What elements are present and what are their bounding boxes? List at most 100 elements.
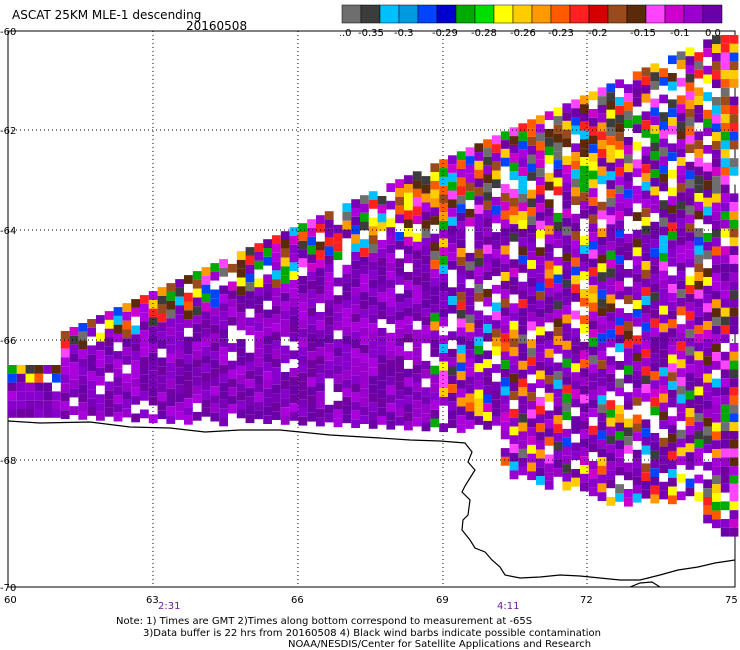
colorbar-labels: -1.0-0.35-0.3-0.29-0.28-0.26-0.23-0.2-0.… [340,28,721,38]
swath-cell [606,189,616,198]
swath-cell [184,363,193,372]
chart-date: 20160508 [186,19,248,33]
swath-cell [439,220,448,230]
grid-lines [8,31,735,587]
swath-cell [668,337,677,346]
swath-cell [421,184,431,194]
swath-cell [518,422,528,432]
swath-cell [668,293,677,302]
swath-cell [430,251,440,261]
swath-cell [729,61,739,71]
swath-cell [500,456,510,466]
swath-cell [87,354,96,363]
swath-cell [280,380,290,390]
swath-cell [580,438,589,448]
swath-cell [659,446,668,456]
swath-cell [676,377,686,386]
swath-cell [360,195,369,204]
swath-cell [192,385,202,395]
swath-cell [720,439,730,449]
swath-cell [641,481,651,490]
swath-cell [553,397,563,407]
swath-cell [518,246,528,256]
swath-cell [536,423,545,433]
swath-cell [360,327,369,336]
swath-cell [456,221,466,231]
swath-cell [87,319,96,328]
swath-cell [148,308,158,318]
swath-cell [676,385,686,395]
swath-cell [377,292,387,302]
swath-cell [166,362,176,372]
swath-cell [439,256,448,265]
swath-cell [729,299,739,308]
swath-cell [201,381,211,391]
swath-cell [720,158,730,167]
colorbar-swatch [588,4,609,24]
swath-cell [624,462,633,472]
swath-cell [377,398,387,408]
swath-cell [148,387,158,397]
swath-cell [254,313,264,323]
swath-cell [474,248,484,258]
swath-cell [509,461,519,471]
swath-cell [430,304,440,313]
swath-cell [140,303,149,313]
swath-cell [518,228,528,238]
swath-cell [324,211,334,220]
swath-cell [342,291,352,300]
swath-cell [588,161,598,171]
swath-cell [624,189,633,199]
swath-cell [527,251,536,261]
swath-cell [571,389,580,399]
swath-cell [571,275,580,285]
swath-cell [615,325,624,335]
swath-cell [500,377,510,387]
swath-cell [544,278,554,288]
swath-cell [518,378,528,388]
swath-cell [571,460,580,469]
swath-cell [298,408,308,417]
swath-cell [571,407,580,417]
swath-cell [685,285,695,294]
swath-cell [307,219,316,228]
swath-cell [316,408,325,418]
swath-cell [676,51,686,61]
swath-cell [527,427,536,437]
swath-cell [632,229,642,239]
swath-cell [96,323,105,333]
swath-cell [175,367,184,376]
swath-cell [676,209,686,219]
swath-cell [509,373,519,383]
swath-cell [624,401,633,410]
swath-cell [254,296,264,305]
swath-cell [448,234,457,244]
swath-cell [324,264,334,273]
swath-cell [641,111,651,121]
swath-cell [368,305,378,315]
swath-cell [668,416,677,425]
swath-cell [632,256,642,265]
swath-cell [580,139,589,149]
swath-cell [562,384,572,394]
swath-cell [668,240,677,249]
swath-cell [474,231,484,241]
swath-cell [632,370,642,380]
swath-cell [307,263,316,272]
swath-cell [192,394,202,404]
swath-cell [254,269,264,279]
swath-cell [685,443,695,453]
swath-cell [500,298,510,308]
swath-cell [377,222,387,232]
swath-cell [386,332,396,342]
swath-cell [518,448,528,458]
swath-cell [272,367,281,376]
lat-label: -60 [0,27,16,38]
swath-cell [500,421,510,431]
swath-cell [272,340,281,350]
swath-cell [368,217,378,227]
swath-cell [641,428,651,437]
swath-cell [342,220,352,230]
swath-cell [659,209,668,218]
swath-cell [518,149,528,159]
